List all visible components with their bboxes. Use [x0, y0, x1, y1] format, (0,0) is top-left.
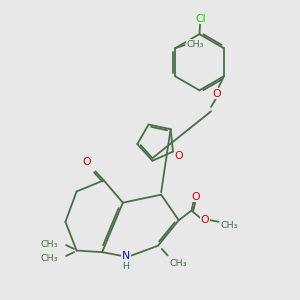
Text: O: O — [82, 157, 91, 166]
Text: CH₃: CH₃ — [186, 40, 204, 49]
Text: CH₃: CH₃ — [40, 240, 58, 249]
Text: N: N — [122, 251, 130, 261]
Text: CH₃: CH₃ — [40, 254, 58, 263]
Text: Cl: Cl — [195, 14, 206, 24]
Text: O: O — [192, 192, 200, 202]
Text: O: O — [174, 151, 183, 161]
Text: CH₃: CH₃ — [170, 259, 188, 268]
Text: H: H — [123, 262, 130, 271]
Text: O: O — [201, 214, 209, 225]
Text: O: O — [212, 89, 221, 99]
Text: CH₃: CH₃ — [220, 221, 238, 230]
